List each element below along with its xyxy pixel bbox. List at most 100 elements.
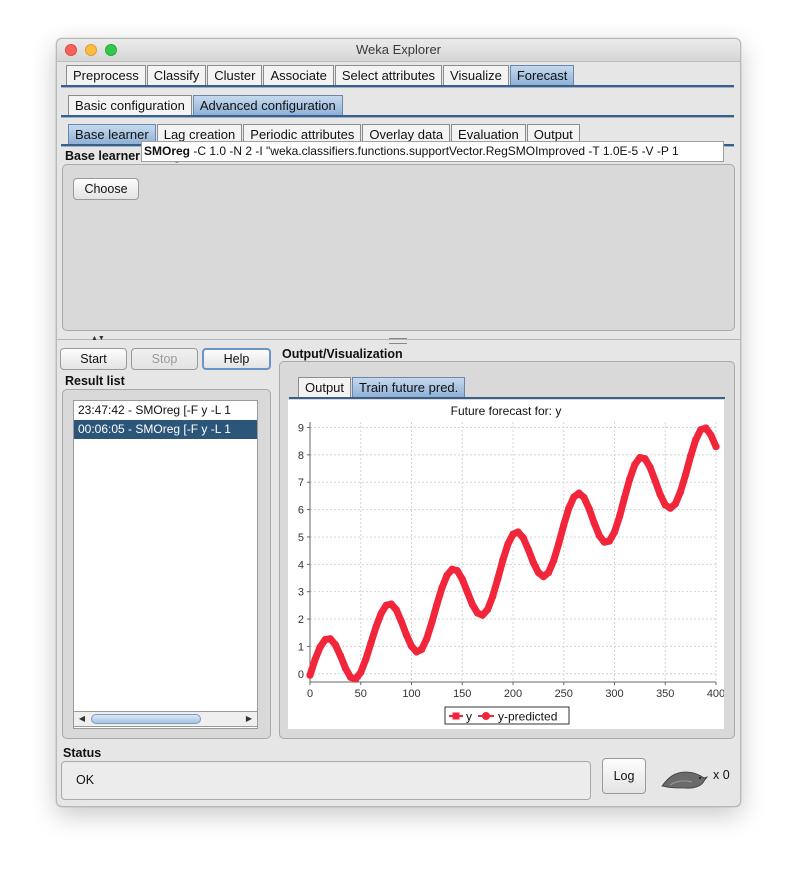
series-y-point	[692, 436, 700, 444]
y-tick-label: 2	[298, 614, 304, 626]
series-y-point	[676, 488, 685, 496]
tab-associate[interactable]: Associate	[263, 65, 334, 85]
series-y-point	[666, 504, 674, 512]
series-y-point	[702, 424, 710, 432]
chart-series	[306, 424, 720, 683]
tab-visualize[interactable]: Visualize	[443, 65, 509, 85]
task-count: x 0	[713, 768, 730, 782]
scroll-right-icon[interactable]: ▶	[245, 714, 253, 723]
chart-axes: 0 50 100 150 200 250 300 350 400 0 1 2 3 4 5 6 7 8 9	[298, 422, 725, 700]
tab-preprocess[interactable]: Preprocess	[66, 65, 146, 85]
series-y-point	[357, 668, 365, 677]
series-y-point	[341, 664, 350, 672]
chart-title: Future forecast for: y	[451, 404, 562, 418]
tab-output-text[interactable]: Output	[298, 377, 352, 397]
series-y-point	[306, 671, 314, 679]
series-y-point	[494, 575, 502, 583]
series-y-point	[585, 505, 593, 513]
y-tick-label: 7	[298, 477, 304, 489]
series-y-point	[529, 558, 537, 566]
series-y-point	[514, 528, 522, 536]
series-y-point	[372, 623, 380, 631]
series-y-point	[651, 476, 659, 485]
series-y-point	[641, 455, 649, 463]
zoom-window-button[interactable]	[105, 44, 117, 56]
series-y-point	[605, 537, 614, 545]
output-tab-underline	[289, 397, 725, 399]
legend-ypred-label: y-predicted	[498, 710, 557, 724]
tab-basic-configuration[interactable]: Basic configuration	[68, 95, 192, 115]
series-y-point	[326, 635, 334, 643]
main-tab-bar: Preprocess Classify Cluster Associate Se…	[66, 65, 575, 85]
status-title: Status	[63, 746, 102, 760]
y-tick-label: 1	[298, 641, 304, 653]
classifier-config-field[interactable]: SMOreg -C 1.0 -N 2 -I "weka.classifiers.…	[141, 141, 724, 162]
tab-lag-creation[interactable]: Lag creation	[156, 124, 243, 144]
start-button[interactable]: Start	[60, 348, 127, 370]
series-y-point	[331, 641, 339, 649]
series-y-point	[671, 500, 679, 508]
series-y-point	[336, 652, 345, 660]
result-list-item[interactable]: 23:47:42 - SMOreg [-F y -L 1	[78, 403, 231, 417]
tab-periodic-attributes[interactable]: Periodic attributes	[243, 124, 362, 144]
scroll-left-icon[interactable]: ◀	[78, 714, 86, 723]
series-y-point	[707, 431, 715, 439]
tab-base-learner[interactable]: Base learner	[68, 124, 156, 144]
series-y-point	[443, 571, 451, 579]
tab-evaluation[interactable]: Evaluation	[451, 124, 526, 144]
series-y-point	[610, 528, 619, 536]
legend-y-square-marker	[452, 712, 460, 720]
x-tick-label: 250	[555, 688, 573, 700]
series-y-point	[463, 588, 471, 596]
series-y-point	[407, 642, 416, 650]
result-list-title: Result list	[65, 374, 125, 388]
x-tick-label: 350	[656, 688, 674, 700]
y-tick-label: 4	[298, 559, 304, 571]
tab-forecast[interactable]: Forecast	[509, 65, 575, 85]
series-y-point	[438, 584, 446, 592]
tab-overlay-data[interactable]: Overlay data	[362, 124, 451, 144]
y-tick-label: 5	[298, 532, 304, 544]
choose-button[interactable]: Choose	[73, 178, 139, 200]
tab-select-attributes[interactable]: Select attributes	[334, 65, 443, 85]
tab-output[interactable]: Output	[526, 124, 580, 144]
x-tick-label: 100	[402, 688, 420, 700]
result-list-item-selected[interactable]: 00:06:05 - SMOreg [-F y -L 1	[74, 420, 257, 439]
series-y-point	[519, 534, 527, 542]
result-list[interactable]: 23:47:42 - SMOreg [-F y -L 1 00:06:05 - …	[73, 400, 258, 729]
series-y-point	[402, 631, 411, 639]
window-title: Weka Explorer	[355, 42, 441, 57]
series-y-point	[712, 443, 720, 451]
split-divider[interactable]	[57, 339, 740, 340]
series-y-point	[423, 635, 431, 643]
x-tick-label: 300	[605, 688, 623, 700]
split-grip-icon[interactable]	[389, 338, 407, 344]
series-y-point	[362, 655, 370, 663]
split-collapse-arrows-icon[interactable]: ▲▼	[91, 335, 105, 342]
series-y-point	[565, 504, 573, 512]
tab-cluster[interactable]: Cluster	[207, 65, 263, 85]
tab-train-future-pred[interactable]: Train future pred.	[352, 377, 466, 397]
weka-bird-icon[interactable]	[660, 766, 708, 792]
series-y-point	[316, 643, 324, 651]
advanced-tab-bar: Base learner Lag creation Periodic attri…	[68, 124, 581, 144]
close-window-button[interactable]	[65, 44, 77, 56]
help-button[interactable]: Help	[202, 348, 271, 370]
tab-advanced-configuration[interactable]: Advanced configuration	[192, 95, 343, 115]
main-tab-underline	[61, 85, 734, 88]
scroll-thumb[interactable]	[91, 714, 201, 724]
y-tick-label: 6	[298, 505, 304, 517]
status-field: OK	[61, 761, 591, 800]
series-y-point	[595, 531, 603, 540]
y-tick-label: 9	[298, 422, 304, 434]
log-button[interactable]: Log	[602, 758, 646, 794]
series-y-point	[367, 639, 375, 647]
series-y-point	[570, 493, 578, 501]
series-y-point	[311, 655, 319, 664]
tab-classify[interactable]: Classify	[146, 65, 207, 85]
x-tick-label: 150	[453, 688, 471, 700]
stop-button[interactable]: Stop	[131, 348, 198, 370]
classifier-options: -C 1.0 -N 2 -I "weka.classifiers.functio…	[190, 144, 679, 158]
minimize-window-button[interactable]	[85, 44, 97, 56]
result-list-hscrollbar[interactable]: ◀ ▶	[73, 711, 258, 727]
